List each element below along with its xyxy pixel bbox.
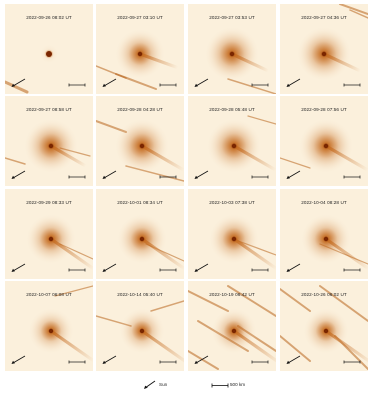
sun-direction-arrow-icon <box>102 355 117 364</box>
sun-direction-arrow-icon <box>11 263 26 272</box>
image-panel: 2022-09-27 08:58 UT <box>5 96 93 186</box>
scale-bar-icon <box>159 83 177 87</box>
comet-image <box>280 96 368 186</box>
panel-timestamp: 2022-09-29 08:33 UT <box>26 200 72 205</box>
sun-direction-arrow-icon <box>286 170 301 179</box>
sun-direction-arrow-icon <box>286 78 301 87</box>
panel-timestamp: 2022-10-19 06:42 UT <box>209 292 255 297</box>
sun-direction-arrow-icon <box>102 170 117 179</box>
comet-image <box>188 281 276 371</box>
image-panel: 2022-10-19 06:42 UT <box>188 281 276 371</box>
panel-timestamp: 2022-09-27 08:58 UT <box>26 107 72 112</box>
image-panel: 2022-10-14 05:40 UT <box>96 281 184 371</box>
image-panel: 2022-10-01 08:34 UT <box>96 189 184 279</box>
image-panel: 2022-10-07 06:08 UT <box>5 281 93 371</box>
comet-image <box>188 4 276 94</box>
panel-timestamp: 2022-10-04 08:28 UT <box>301 200 347 205</box>
comet-image <box>96 281 184 371</box>
comet-image <box>188 96 276 186</box>
comet-image <box>280 189 368 279</box>
scale-bar-icon <box>159 175 177 179</box>
sun-direction-arrow-icon <box>102 263 117 272</box>
sun-direction-arrow-icon <box>11 355 26 364</box>
scale-bar-icon <box>343 360 361 364</box>
sun-direction-arrow-icon <box>194 170 209 179</box>
sun-direction-arrow-icon <box>194 355 209 364</box>
image-panel: 2022-09-26 08:02 UT <box>5 4 93 94</box>
panel-timestamp: 2022-10-07 06:08 UT <box>26 292 72 297</box>
scale-bar-icon <box>159 268 177 272</box>
comet-image <box>96 96 184 186</box>
image-panel: 2022-10-26 06:02 UT <box>280 281 368 371</box>
image-panel-grid: 2022-09-26 08:02 UT <box>5 4 368 371</box>
scale-bar-icon <box>211 383 229 388</box>
panel-timestamp: 2022-09-27 04:36 UT <box>301 15 347 20</box>
scale-bar-icon <box>251 83 269 87</box>
panel-timestamp: 2022-10-14 05:40 UT <box>117 292 163 297</box>
image-panel: 2022-09-29 08:33 UT <box>5 189 93 279</box>
image-panel: 2022-09-27 03:10 UT <box>96 4 184 94</box>
image-panel: 2022-09-27 03:53 UT <box>188 4 276 94</box>
panel-timestamp: 2022-09-27 03:10 UT <box>117 15 163 20</box>
legend-scale-label: 500 km <box>230 382 246 387</box>
sun-direction-arrow-icon <box>144 380 156 389</box>
sun-direction-arrow-icon <box>194 263 209 272</box>
scale-bar-icon <box>251 360 269 364</box>
scale-bar-icon <box>251 175 269 179</box>
panel-timestamp: 2022-10-03 07:38 UT <box>209 200 255 205</box>
scale-bar-icon <box>251 268 269 272</box>
comet-image <box>5 4 93 94</box>
scale-bar-icon <box>343 268 361 272</box>
scale-bar-icon <box>159 360 177 364</box>
sun-direction-arrow-icon <box>194 78 209 87</box>
panel-timestamp: 2022-09-28 05:48 UT <box>209 107 255 112</box>
panel-timestamp: 2022-10-01 08:34 UT <box>117 200 163 205</box>
panel-timestamp: 2022-10-26 06:02 UT <box>301 292 347 297</box>
sun-direction-arrow-icon <box>286 263 301 272</box>
image-panel: 2022-09-27 04:36 UT <box>280 4 368 94</box>
image-panel: 2022-09-28 05:48 UT <box>188 96 276 186</box>
comet-image <box>280 4 368 94</box>
image-panel: 2022-09-28 07:56 UT <box>280 96 368 186</box>
comet-image <box>5 189 93 279</box>
legend: Sun 500 km <box>0 379 369 391</box>
image-panel: 2022-10-03 07:38 UT <box>188 189 276 279</box>
legend-sun-label: Sun <box>159 382 168 387</box>
comet-image <box>5 281 93 371</box>
panel-timestamp: 2022-09-28 04:28 UT <box>117 107 163 112</box>
image-panel: 2022-10-04 08:28 UT <box>280 189 368 279</box>
panel-timestamp: 2022-09-26 08:02 UT <box>26 15 72 20</box>
image-panel: 2022-09-28 04:28 UT <box>96 96 184 186</box>
panel-timestamp: 2022-09-28 07:56 UT <box>301 107 347 112</box>
comet-image <box>96 4 184 94</box>
scale-bar-icon <box>343 83 361 87</box>
sun-direction-arrow-icon <box>102 78 117 87</box>
comet-image <box>96 189 184 279</box>
comet-image <box>280 281 368 371</box>
comet-image <box>5 96 93 186</box>
sun-direction-arrow-icon <box>11 78 26 87</box>
sun-direction-arrow-icon <box>286 355 301 364</box>
sun-direction-arrow-icon <box>11 170 26 179</box>
scale-bar-icon <box>68 268 86 272</box>
scale-bar-icon <box>68 83 86 87</box>
scale-bar-icon <box>68 175 86 179</box>
panel-timestamp: 2022-09-27 03:53 UT <box>209 15 255 20</box>
scale-bar-icon <box>343 175 361 179</box>
scale-bar-icon <box>68 360 86 364</box>
comet-image <box>188 189 276 279</box>
